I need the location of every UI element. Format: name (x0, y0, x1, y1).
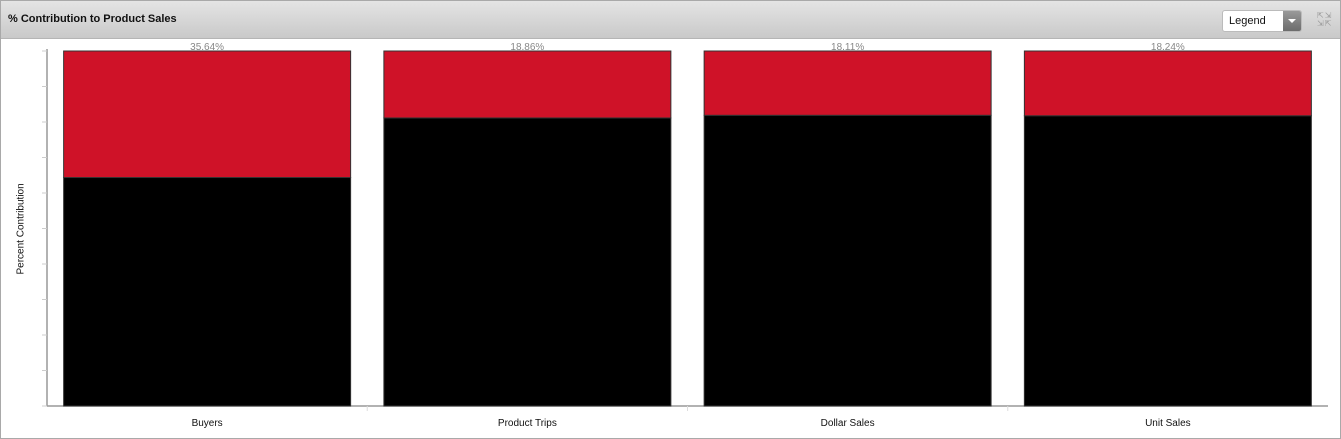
data-label: 35.64% (190, 42, 224, 53)
legend-dropdown[interactable]: Legend (1222, 10, 1302, 32)
panel-header: % Contribution to Product Sales Legend ⇱… (1, 1, 1340, 39)
bar-segment (383, 117, 672, 407)
bar-segment (1023, 115, 1312, 407)
x-tick-label: Unit Sales (1145, 418, 1191, 429)
bar-segment (63, 50, 352, 179)
bar-segment (703, 114, 992, 407)
x-tick-label: Buyers (192, 418, 223, 429)
legend-dropdown-label: Legend (1229, 15, 1266, 27)
bar-segment (63, 177, 352, 407)
data-label: 18.86% (510, 42, 544, 53)
chart-title: % Contribution to Product Sales (8, 13, 177, 25)
expand-arrows-icon[interactable]: ⇱⇲ ⇲⇱ (1317, 11, 1333, 28)
bar-segment (1023, 50, 1312, 117)
x-tick-label: Product Trips (498, 418, 557, 429)
bar-segment (383, 50, 672, 119)
bar-segment (703, 50, 992, 116)
data-label: 18.11% (831, 42, 864, 53)
x-tick-label: Dollar Sales (821, 418, 875, 429)
data-label: 18.24% (1151, 42, 1185, 53)
chevron-down-icon[interactable] (1283, 11, 1301, 31)
